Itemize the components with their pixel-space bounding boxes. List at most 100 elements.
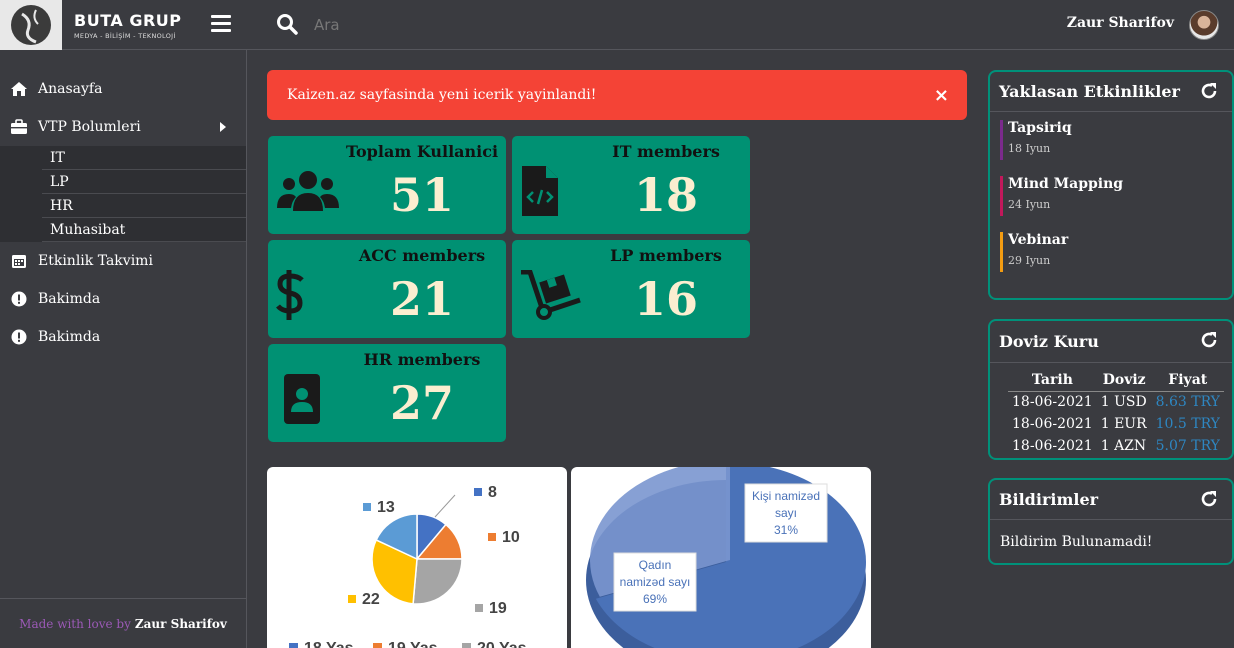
column-header: Doviz	[1096, 369, 1152, 392]
cell-date: 18-06-2021	[1012, 394, 1093, 411]
id-badge-icon	[284, 374, 320, 424]
data-label: Qadın	[639, 558, 672, 572]
submenu-vtp: IT LP HR Muhasibat	[0, 146, 246, 242]
stat-title: ACC members	[358, 246, 486, 265]
sidebar-item-etkinlik-takvimi[interactable]: Etkinlik Takvimi	[0, 242, 246, 280]
sidebar-item-label: VTP Bolumleri	[38, 119, 141, 135]
event-date: 24 Iyun	[1008, 198, 1051, 211]
search-input[interactable]	[306, 12, 606, 38]
data-label: 8	[488, 484, 497, 501]
legend-label: 19 Yas	[388, 640, 438, 648]
event-color-bar	[1000, 176, 1003, 216]
event-item[interactable]: Tapsiriq 18 Iyun	[1000, 120, 1232, 168]
data-label: 69%	[643, 592, 667, 606]
calendar-icon	[10, 252, 28, 270]
submenu-item-hr[interactable]: HR	[42, 194, 246, 218]
event-name: Vebinar	[1008, 232, 1069, 248]
stat-card-it-members[interactable]: IT members 18	[512, 136, 750, 234]
sidebar: Anasayfa VTP Bolumleri IT LP HR Muhasiba…	[0, 50, 247, 648]
menu-toggle-icon[interactable]	[211, 15, 231, 33]
events-title: Yaklasan Etkinlikler	[999, 82, 1180, 101]
brand[interactable]: BUTA GRUP MEDYA - BİLİŞİM - TEKNOLOJİ	[0, 0, 247, 50]
legend-swatch	[462, 643, 471, 648]
notifications-title: Bildirimler	[999, 490, 1099, 509]
sidebar-item-home[interactable]: Anasayfa	[0, 70, 246, 108]
submenu-item-lp[interactable]: LP	[42, 170, 246, 194]
briefcase-icon	[10, 118, 28, 136]
cell-date: 18-06-2021	[1012, 416, 1093, 432]
events-panel: Yaklasan Etkinlikler Tapsiriq 18 Iyun Mi…	[988, 70, 1234, 300]
column-header: Tarih	[1008, 369, 1097, 392]
stat-card-lp-members[interactable]: LP members 16	[512, 240, 750, 338]
sidebar-item-label: Bakimda	[38, 291, 101, 307]
footer-author[interactable]: Zaur Sharifov	[134, 616, 227, 631]
event-item[interactable]: Mind Mapping 24 Iyun	[1000, 176, 1232, 224]
pie-slice	[412, 558, 463, 605]
brand-subtitle: MEDYA - BİLİŞİM - TEKNOLOJİ	[74, 31, 176, 40]
stat-value: 18	[633, 168, 698, 222]
sidebar-item-bakimda-2[interactable]: Bakimda	[0, 318, 246, 356]
table-row: 18-06-2021 1 EUR 10.5 TRY	[1008, 413, 1224, 435]
close-icon[interactable]: ×	[933, 85, 949, 106]
footer-made-text: Made with love by	[19, 616, 131, 631]
sidebar-item-label: Etkinlik Takvimi	[38, 253, 153, 269]
gender-pie-chart: Qadın namizəd sayı 69% Kişi namizəd sayı 31%	[571, 467, 871, 648]
data-label: 10	[502, 529, 520, 546]
data-label: 13	[377, 499, 395, 516]
legend-swatch	[475, 604, 483, 612]
legend-swatch	[488, 533, 496, 541]
stat-title: IT members	[612, 142, 720, 161]
stat-title: LP members	[610, 246, 722, 265]
sidebar-item-bakimda-1[interactable]: Bakimda	[0, 280, 246, 318]
stat-card-total-users[interactable]: Toplam Kullanici 51	[268, 136, 506, 234]
data-label: sayı	[775, 506, 797, 520]
refresh-icon[interactable]	[1200, 82, 1218, 100]
sidebar-item-vtp-bolumleri[interactable]: VTP Bolumleri	[0, 108, 246, 146]
currency-panel: Doviz Kuru Tarih Doviz Fiyat 18-06-2021 …	[988, 319, 1234, 460]
cell-date: 18-06-2021	[1012, 438, 1093, 454]
data-label: Kişi namizəd	[752, 489, 820, 503]
search-icon[interactable]	[276, 13, 298, 35]
stat-title: HR members	[363, 350, 481, 369]
dolly-icon	[521, 270, 581, 320]
table-row: 18-06-2021 1 AZN 5.07 TRY	[1008, 435, 1224, 457]
event-date: 18 Iyun	[1008, 142, 1051, 155]
dollar-icon	[276, 270, 304, 320]
code-file-icon	[522, 166, 558, 216]
user-name[interactable]: Zaur Sharifov	[1066, 15, 1174, 31]
legend-label: 20 Yas	[477, 640, 527, 648]
legend-swatch	[373, 643, 382, 648]
cell-rate: 10.5 TRY	[1155, 416, 1220, 432]
sidebar-item-label: Bakimda	[38, 329, 101, 345]
event-item[interactable]: Vebinar 29 Iyun	[1000, 232, 1232, 280]
sidebar-item-label: Anasayfa	[38, 81, 103, 97]
caret-right-icon	[220, 122, 226, 132]
age-pie-svg: 8 10 19 22 13 18 Yas 19 Yas 20 Yas	[289, 484, 527, 648]
pie-slice	[375, 513, 418, 561]
currency-title: Doviz Kuru	[999, 332, 1099, 351]
data-label-box	[613, 552, 697, 612]
cell-currency: 1 EUR	[1100, 416, 1147, 432]
refresh-icon[interactable]	[1200, 490, 1218, 508]
avatar[interactable]	[1189, 10, 1219, 40]
pie-slice	[371, 538, 418, 605]
cell-rate: 5.07 TRY	[1155, 438, 1220, 454]
notifications-empty-text: Bildirim Bulunamadi!	[1000, 534, 1153, 550]
legend-swatch	[474, 488, 482, 496]
refresh-icon[interactable]	[1200, 331, 1218, 349]
info-icon	[10, 290, 28, 308]
stat-value: 27	[389, 376, 454, 430]
data-label: namizəd sayı	[620, 575, 691, 589]
alert-text: Kaizen.az sayfasinda yeni icerik yayinla…	[287, 87, 597, 103]
data-label: 31%	[774, 523, 798, 537]
stat-card-acc-members[interactable]: ACC members 21	[268, 240, 506, 338]
notification-alert: Kaizen.az sayfasinda yeni icerik yayinla…	[267, 70, 967, 120]
submenu-item-it[interactable]: IT	[42, 146, 246, 170]
info-icon	[10, 328, 28, 346]
stat-card-hr-members[interactable]: HR members 27	[268, 344, 506, 442]
top-bar: BUTA GRUP MEDYA - BİLİŞİM - TEKNOLOJİ Za…	[0, 0, 1234, 50]
data-label: 19	[489, 600, 507, 617]
stat-value: 51	[389, 168, 454, 222]
currency-table: Tarih Doviz Fiyat 18-06-2021 1 USD 8.63 …	[1008, 369, 1224, 457]
submenu-item-muhasibat[interactable]: Muhasibat	[42, 218, 246, 242]
